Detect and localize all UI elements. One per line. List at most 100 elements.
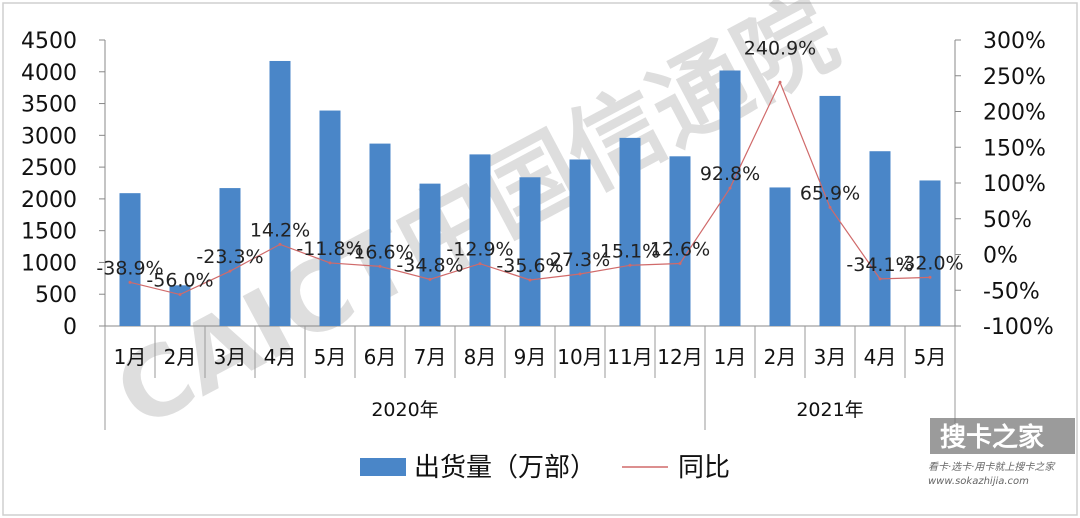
line-data-label: -16.6% — [346, 241, 413, 263]
legend: 出货量（万部） 同比 — [360, 453, 730, 483]
bar — [169, 285, 191, 326]
category-axis: 1月 2月 3月 4月 5月 6月 7月 8月 9月 10月 11月 12月 1月 2月 3月 4月 5月 202… — [104, 326, 956, 430]
line-point — [578, 272, 582, 276]
left-tick-label: 4000 — [21, 61, 77, 86]
bar — [119, 193, 141, 326]
category-label: 1月 — [714, 345, 747, 369]
line-point — [378, 264, 382, 268]
category-label: 2月 — [764, 345, 797, 369]
line-data-label: 27.3% — [550, 249, 610, 271]
site-url: www.sokazhijia.com — [928, 476, 1029, 487]
bar — [469, 154, 491, 326]
bar — [319, 110, 341, 327]
right-tick-label: 0% — [983, 244, 1018, 269]
category-label: 3月 — [814, 345, 847, 369]
line-data-label: -38.9% — [96, 257, 163, 279]
right-tick-label: 50% — [983, 208, 1032, 233]
line-point — [728, 186, 732, 190]
line-point — [178, 293, 182, 297]
bar — [719, 70, 741, 326]
category-label: 12月 — [657, 345, 702, 369]
line-data-label: 12.6% — [650, 239, 710, 261]
line-data-labels: -38.9%-56.0%-23.3% 14.2%-11.8%-16.6%-34.8… — [96, 37, 963, 291]
bar — [419, 183, 441, 326]
category-label: 1月 — [114, 345, 147, 369]
left-tick-label: 500 — [35, 283, 77, 308]
site-logo-bg — [930, 418, 1075, 454]
line-data-label: -12.9% — [446, 239, 513, 261]
bar — [369, 143, 391, 326]
left-tick-label: 2000 — [21, 188, 77, 213]
left-tick-label: 2500 — [21, 156, 77, 181]
line-point — [678, 262, 682, 266]
line-point — [828, 205, 832, 209]
line-point — [628, 263, 632, 267]
site-tagline: 看卡·选卡·用卡就上搜卡之家 — [928, 461, 1056, 473]
line-data-label: -56.0% — [146, 270, 213, 292]
left-tick-label: 1000 — [21, 251, 77, 276]
right-tick-label: 200% — [983, 101, 1046, 126]
right-tick-label: 250% — [983, 65, 1046, 90]
bar — [269, 60, 291, 327]
line-data-label: 240.9% — [744, 37, 816, 59]
bar — [919, 180, 941, 326]
bar — [569, 159, 591, 326]
bar — [869, 151, 891, 326]
line-data-label: 65.9% — [800, 182, 860, 204]
legend-bar-label: 出货量（万部） — [414, 453, 596, 483]
line-point — [878, 277, 882, 281]
right-axis-ticks: -100% -50% 0% 50% 100% 150% 200% 250% 300% — [955, 29, 1054, 340]
bar — [219, 188, 241, 326]
left-tick-label: 3500 — [21, 93, 77, 118]
line-data-label: -35.6% — [496, 255, 563, 277]
right-tick-label: 100% — [983, 172, 1046, 197]
line-data-label: -32.0% — [896, 252, 963, 274]
line-data-label: -34.1% — [846, 254, 913, 276]
line-point — [528, 278, 532, 282]
year-group-label: 2021年 — [796, 399, 863, 421]
year-group-label: 2020年 — [371, 399, 438, 421]
line-point — [428, 277, 432, 281]
line-point — [278, 242, 282, 246]
line-point — [928, 275, 932, 279]
category-label: 8月 — [464, 345, 497, 369]
line-point — [128, 280, 132, 284]
right-tick-label: 300% — [983, 29, 1046, 54]
line-point — [228, 269, 232, 273]
line-point — [778, 80, 782, 84]
category-label: 10月 — [557, 345, 602, 369]
legend-line-label: 同比 — [678, 453, 730, 483]
category-label: 11月 — [607, 345, 652, 369]
left-tick-label: 1500 — [21, 220, 77, 245]
category-label: 3月 — [214, 345, 247, 369]
category-label: 7月 — [414, 345, 447, 369]
bar — [519, 177, 541, 326]
line-point — [478, 262, 482, 266]
line-data-label: 92.8% — [700, 163, 760, 185]
category-label: 4月 — [264, 345, 297, 369]
right-tick-label: 150% — [983, 136, 1046, 161]
bar — [669, 156, 691, 326]
left-tick-label: 3000 — [21, 124, 77, 149]
site-logo-text: 搜卡之家 — [940, 422, 1044, 453]
bar-series — [119, 60, 941, 327]
right-tick-label: -100% — [983, 315, 1054, 340]
bar — [619, 137, 641, 326]
bar — [819, 95, 841, 326]
category-label: 9月 — [514, 345, 547, 369]
category-label: 5月 — [314, 345, 347, 369]
line-data-label: 15.1% — [600, 240, 660, 262]
category-label: 5月 — [914, 345, 947, 369]
site-watermark: 搜卡之家 看卡·选卡·用卡就上搜卡之家 www.sokazhijia.com — [928, 418, 1075, 487]
category-label: 2月 — [164, 345, 197, 369]
line-data-label: -34.8% — [396, 254, 463, 276]
line-point — [328, 261, 332, 265]
category-label: 6月 — [364, 345, 397, 369]
left-tick-label: 4500 — [21, 29, 77, 54]
category-label: 4月 — [864, 345, 897, 369]
left-tick-label: 0 — [63, 315, 77, 340]
bar — [769, 187, 791, 326]
right-tick-label: -50% — [983, 279, 1040, 304]
line-data-label: -23.3% — [196, 246, 263, 268]
